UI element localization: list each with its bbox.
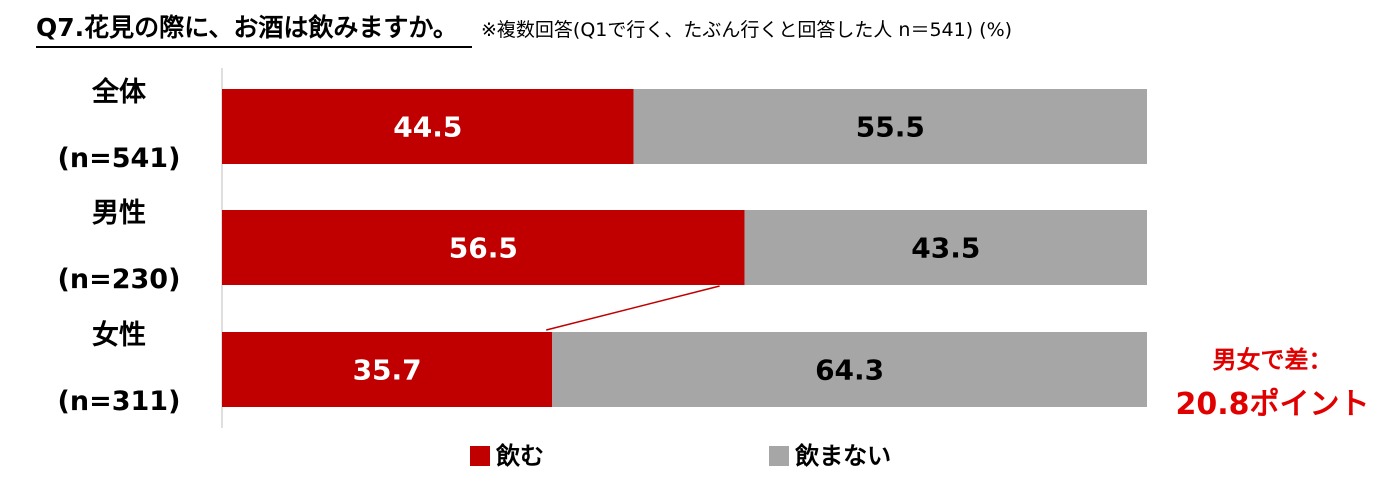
difference-callout: 男女で差： 20.8ポイント <box>1150 340 1395 423</box>
legend-swatch-no-drink <box>769 446 790 466</box>
data-label-drink: 35.7 <box>353 354 422 387</box>
bar-no-drink <box>552 332 1147 407</box>
bar-no-drink <box>744 210 1147 285</box>
data-label-no-drink: 55.5 <box>856 111 925 144</box>
legend-item-drink: 飲む <box>470 436 544 471</box>
category-sample-size: (n=230) <box>58 264 181 295</box>
bar-drink <box>222 332 553 407</box>
bar-drink <box>222 210 745 285</box>
category-label: 女性 <box>92 319 146 351</box>
callout-value: 20.8ポイント <box>1175 387 1370 422</box>
callout-label: 男女で差： <box>1212 346 1333 374</box>
category-sample-size: (n=311) <box>58 386 181 417</box>
category-label: 男性 <box>92 198 146 229</box>
difference-connector-line <box>546 285 720 331</box>
question-title: Q7.花見の際に、お酒は飲みますか。 <box>36 8 472 48</box>
data-label-no-drink: 43.5 <box>911 232 980 265</box>
sample-note: ※複数回答(Q1で行く、たぶん行くと回答した人 n＝541) (%) <box>481 19 1013 41</box>
legend-label-drink: 飲む <box>496 442 544 470</box>
bar-drink <box>222 89 634 164</box>
data-label-drink: 56.5 <box>449 232 518 265</box>
legend-label-no-drink: 飲まない <box>795 442 892 470</box>
legend-swatch-drink <box>470 446 490 466</box>
legend: 飲む 飲まない <box>470 436 891 471</box>
data-label-drink: 44.5 <box>393 111 462 144</box>
category-sample-size: (n=541) <box>58 143 181 174</box>
data-label-no-drink: 64.3 <box>815 354 884 387</box>
legend-item-no-drink: 飲まない <box>769 436 891 471</box>
category-label: 全体 <box>91 76 147 108</box>
chart-title: Q7.花見の際に、お酒は飲みますか。 ※複数回答(Q1で行く、たぶん行くと回答し… <box>36 8 1012 48</box>
bar-no-drink <box>633 89 1147 164</box>
